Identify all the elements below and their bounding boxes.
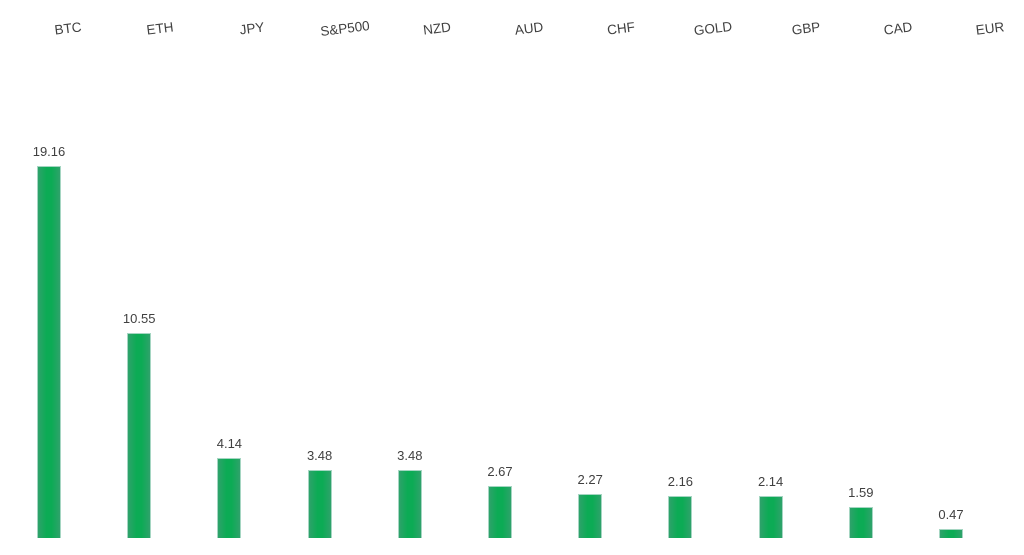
value-label: 2.67	[487, 464, 513, 480]
category-label: GBP	[790, 19, 821, 38]
bar	[397, 470, 422, 538]
value-label: 0.47	[938, 506, 964, 522]
value-label: 2.27	[577, 471, 603, 487]
bar	[848, 507, 873, 538]
bar	[578, 493, 603, 538]
bar	[668, 496, 693, 538]
category-label: CHF	[606, 19, 636, 38]
value-label: 2.16	[667, 474, 694, 490]
bar	[307, 470, 332, 538]
value-label: 3.48	[397, 448, 423, 464]
bar	[37, 166, 61, 538]
value-label: 19.16	[32, 144, 66, 160]
category-label: BTC	[53, 19, 83, 38]
bar	[488, 486, 512, 538]
category-label: NZD	[422, 19, 452, 38]
bar	[939, 528, 963, 538]
bar	[217, 457, 242, 538]
category-label: EUR	[974, 19, 1006, 38]
value-label: 3.48	[306, 448, 333, 464]
category-label: JPY	[239, 19, 266, 38]
value-label: 10.55	[122, 311, 156, 327]
category-label: S&P500	[319, 18, 371, 39]
category-label: ETH	[145, 19, 175, 38]
bar	[758, 496, 783, 538]
category-label: GOLD	[693, 18, 734, 39]
category-label: AUD	[513, 19, 545, 38]
value-label: 2.14	[757, 474, 784, 490]
category-label: CAD	[882, 19, 913, 38]
bar	[127, 333, 152, 538]
value-label: 4.14	[216, 435, 243, 451]
value-label: 1.59	[848, 485, 874, 501]
